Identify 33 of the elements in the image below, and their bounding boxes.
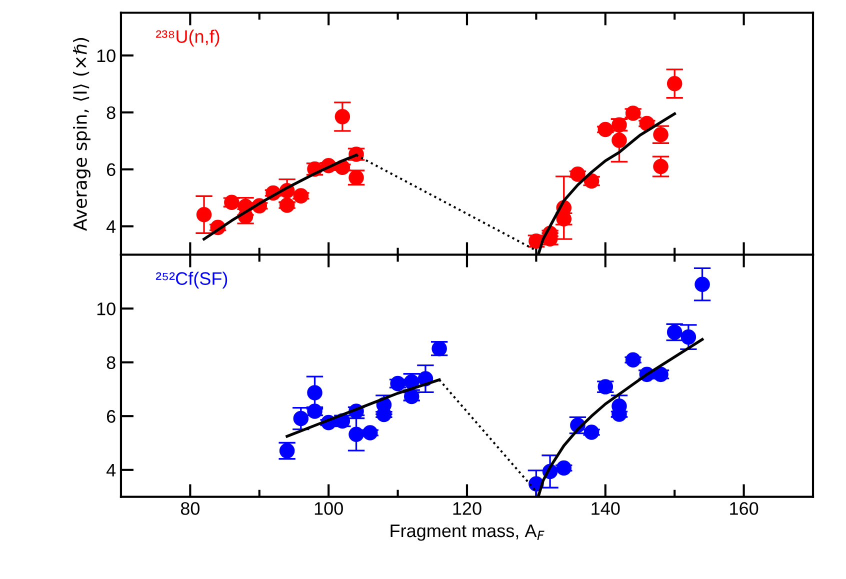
point	[348, 426, 364, 442]
y-tick-label: 10	[97, 302, 116, 316]
point	[279, 198, 295, 213]
point	[666, 76, 682, 92]
x-tick-label: 80	[180, 502, 200, 515]
point	[362, 425, 378, 440]
text: ²⁵²Cf(SF)	[156, 272, 228, 289]
y-tick-label: 4	[106, 464, 116, 476]
text: ²³⁸U(n,f)	[156, 30, 220, 46]
x-axis-title: Fragment mass, A$_{F}$	[390, 524, 544, 541]
x-tick-label: 160	[730, 502, 758, 515]
point	[680, 329, 696, 345]
point	[307, 385, 322, 400]
point	[556, 460, 572, 476]
point	[390, 376, 406, 392]
point	[612, 132, 627, 148]
y-tick-label: 6	[106, 410, 116, 423]
y-tick-label: 8	[106, 106, 116, 120]
x-tick-label: 120	[453, 502, 482, 515]
point	[196, 206, 212, 222]
point	[625, 352, 641, 368]
point	[293, 410, 309, 426]
point	[653, 158, 668, 174]
y-tick-label: 6	[106, 163, 116, 176]
point	[694, 276, 710, 292]
y-tick-label: 10	[97, 49, 116, 62]
point	[334, 109, 350, 124]
point	[293, 188, 309, 204]
y-tick-label: 4	[106, 220, 116, 233]
y-tick-label: 8	[106, 356, 116, 370]
x-tick-label: 140	[592, 502, 620, 515]
x-tick-label: 100	[314, 502, 343, 515]
y-axis-title: Average spin, ⟨I⟩ (×ℏ)	[73, 38, 90, 231]
